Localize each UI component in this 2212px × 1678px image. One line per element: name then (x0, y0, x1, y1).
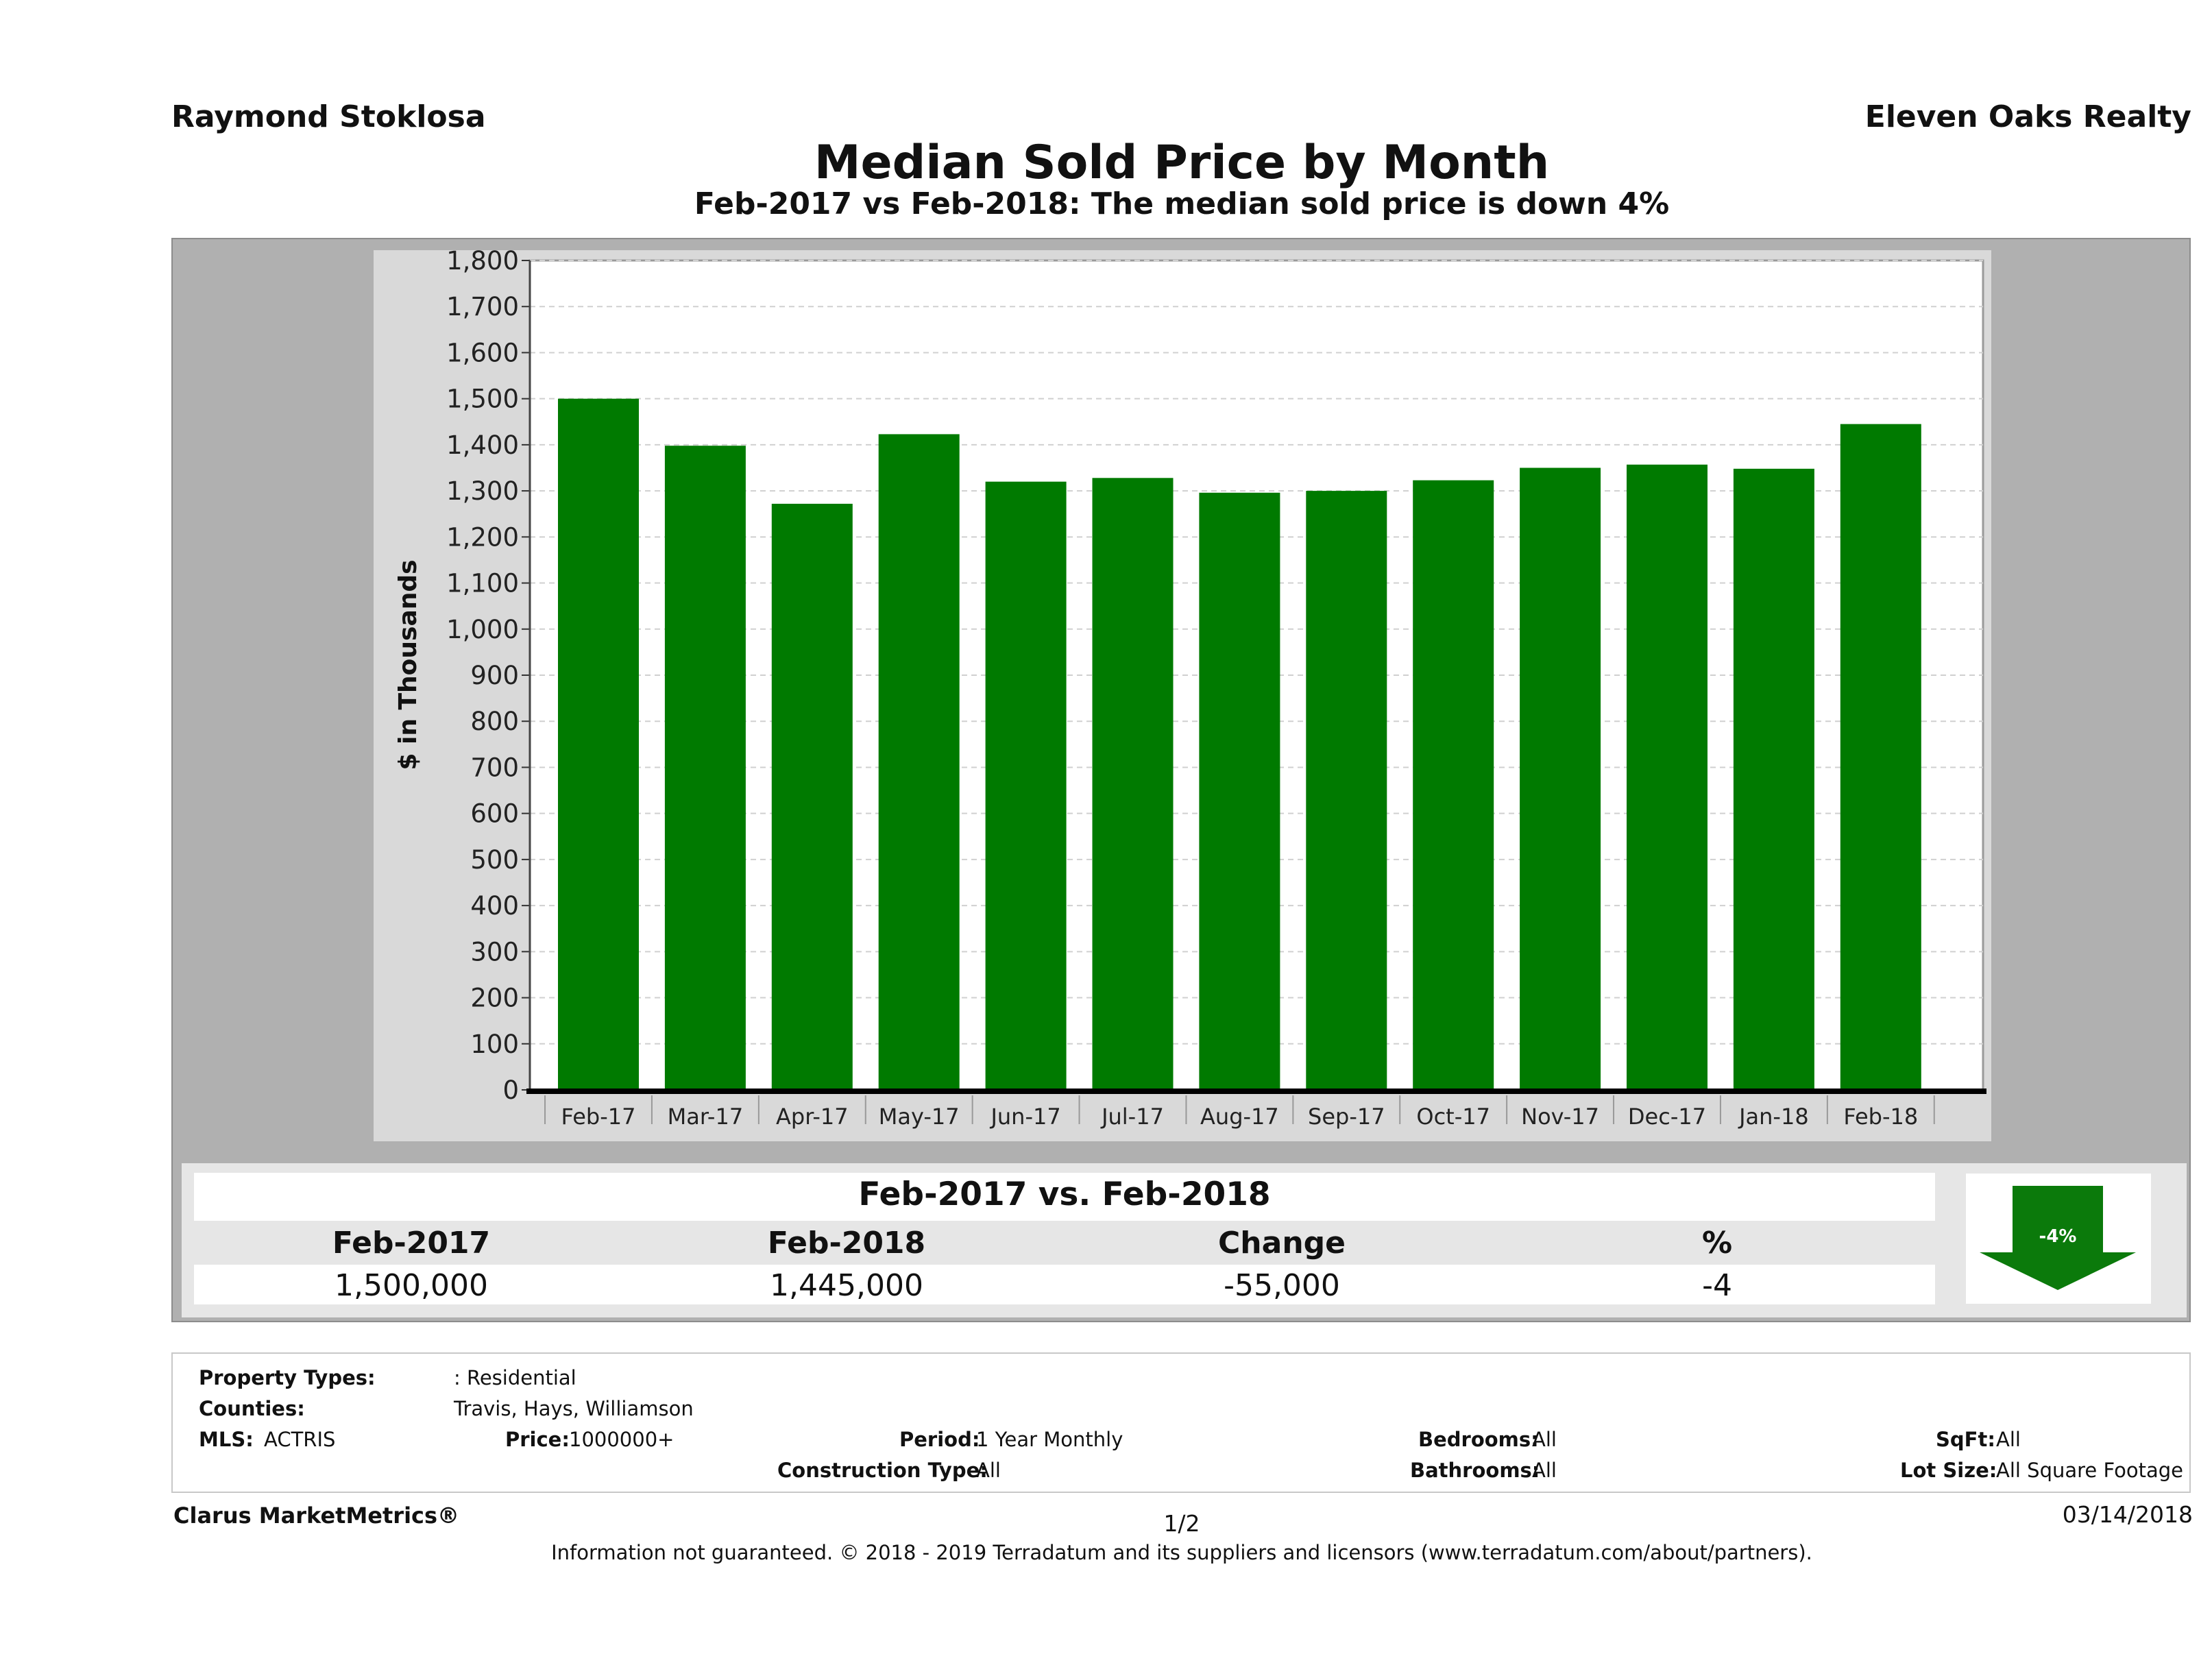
broker-name: Eleven Oaks Realty (1864, 99, 2191, 134)
x-tick-label: Jun-17 (989, 1104, 1060, 1130)
summary-value-percent: -4 (1702, 1268, 1732, 1303)
mls-value: ACTRIS (264, 1428, 336, 1451)
x-tick-label: Dec-17 (1628, 1104, 1706, 1130)
x-tick-label: Oct-17 (1416, 1104, 1490, 1130)
footer-brand: Clarus MarketMetrics® (173, 1503, 460, 1529)
x-tick-label: Jul-17 (1100, 1104, 1164, 1130)
summary-col-feb2018: Feb-2018 (767, 1226, 926, 1261)
construction-type-value: All (976, 1459, 1001, 1482)
y-tick-label: 900 (470, 661, 519, 690)
x-tick-label: Sep-17 (1308, 1104, 1385, 1130)
mls-label: MLS: (199, 1428, 254, 1451)
summary-col-feb2017: Feb-2017 (332, 1226, 491, 1261)
x-tick-label: Feb-17 (561, 1104, 636, 1130)
counties-value: Travis, Hays, Williamson (454, 1397, 694, 1420)
search-criteria: Property Types: : Residential Counties: … (171, 1352, 2191, 1493)
bar-dec-17 (1627, 464, 1707, 1090)
period-label: Period: (899, 1428, 980, 1451)
bar-apr-17 (771, 503, 853, 1090)
bar-oct-17 (1413, 480, 1494, 1090)
x-tick-label: Nov-17 (1521, 1104, 1599, 1130)
arrow-percent-label: -4% (2039, 1226, 2077, 1247)
y-tick-label: 600 (470, 799, 519, 829)
summary-heading-bar (194, 1173, 1935, 1221)
x-tick-label: Mar-17 (668, 1104, 744, 1130)
y-tick-label: 1,000 (446, 615, 519, 644)
y-tick-label: 1,300 (446, 476, 519, 506)
summary-value-feb2018: 1,445,000 (770, 1268, 923, 1303)
construction-type-label: Construction Type: (777, 1459, 988, 1482)
bathrooms-value: All (1532, 1459, 1557, 1482)
period-value: 1 Year Monthly (976, 1428, 1123, 1451)
lot-size-value: All Square Footage (1996, 1459, 2184, 1482)
x-tick-label: May-17 (879, 1104, 960, 1130)
bar-chart: 0 100 200 300 400 500 600 700 800 900 1,000 1,100 1,… (394, 250, 1986, 1130)
y-tick-label: 1,200 (446, 522, 519, 552)
bathrooms-label: Bathrooms: (1410, 1459, 1540, 1482)
y-axis-label: $ in Thousands (394, 559, 422, 770)
price-label: Price: (505, 1428, 570, 1451)
y-tick-label: 100 (470, 1030, 519, 1059)
chart-subtitle: Feb-2017 vs Feb-2018: The median sold pr… (694, 186, 1670, 221)
property-types-label: Property Types: (199, 1366, 376, 1389)
summary-value-feb2017: 1,500,000 (335, 1268, 488, 1303)
y-tick-label: 1,500 (446, 385, 519, 414)
y-tick-label: 800 (470, 707, 519, 736)
x-tick-label: Feb-18 (1843, 1104, 1918, 1130)
y-tick-label: 0 (502, 1075, 519, 1105)
summary-col-percent: % (1701, 1226, 1733, 1261)
bar-mar-17 (664, 446, 746, 1090)
x-tick-label: Apr-17 (776, 1104, 849, 1130)
page-number: 1/2 (1163, 1510, 1200, 1537)
sqft-label: SqFt: (1936, 1428, 1995, 1451)
summary-value-change: -55,000 (1224, 1268, 1340, 1303)
y-tick-label: 300 (470, 937, 519, 966)
y-tick-label: 1,400 (446, 430, 519, 460)
bar-feb-18 (1840, 424, 1921, 1090)
down-arrow-icon: -4% (1980, 1186, 2136, 1290)
y-tick-label: 1,100 (446, 569, 519, 598)
bar-nov-17 (1520, 467, 1601, 1090)
counties-label: Counties: (199, 1397, 305, 1420)
agent-name: Raymond Stoklosa (171, 99, 486, 134)
price-value: 1000000+ (569, 1428, 674, 1451)
x-tick-label: Jan-18 (1738, 1104, 1809, 1130)
report-date: 03/14/2018 (2062, 1501, 2193, 1528)
bar-jul-17 (1092, 478, 1174, 1090)
summary-value-bar (194, 1265, 1935, 1304)
summary-heading: Feb-2017 vs. Feb-2018 (858, 1176, 1271, 1213)
y-tick-label: 500 (470, 845, 519, 875)
change-indicator: -4% (1966, 1174, 2151, 1304)
y-tick-label: 1,600 (446, 338, 519, 367)
y-tick-label: 700 (470, 753, 519, 782)
lot-size-label: Lot Size: (1900, 1459, 1997, 1482)
sqft-value: All (1996, 1428, 2021, 1451)
bar-aug-17 (1199, 492, 1280, 1090)
y-tick-label: 400 (470, 891, 519, 921)
chart-title: Median Sold Price by Month (814, 136, 1550, 190)
bar-may-17 (878, 434, 960, 1090)
bar-jan-18 (1733, 468, 1814, 1090)
bedrooms-value: All (1532, 1428, 1557, 1451)
x-tick-label: Aug-17 (1200, 1104, 1279, 1130)
y-tick-label: 1,800 (446, 250, 519, 276)
bar-feb-17 (558, 398, 639, 1090)
y-tick-label: 200 (470, 984, 519, 1013)
bedrooms-label: Bedrooms: (1418, 1428, 1539, 1451)
disclaimer: Information not guaranteed. © 2018 - 201… (551, 1541, 1812, 1564)
bar-sep-17 (1306, 491, 1387, 1090)
bar-jun-17 (985, 481, 1067, 1090)
property-types-value: : Residential (454, 1366, 576, 1389)
y-tick-label: 1,700 (446, 292, 519, 321)
summary-col-change: Change (1218, 1226, 1346, 1261)
